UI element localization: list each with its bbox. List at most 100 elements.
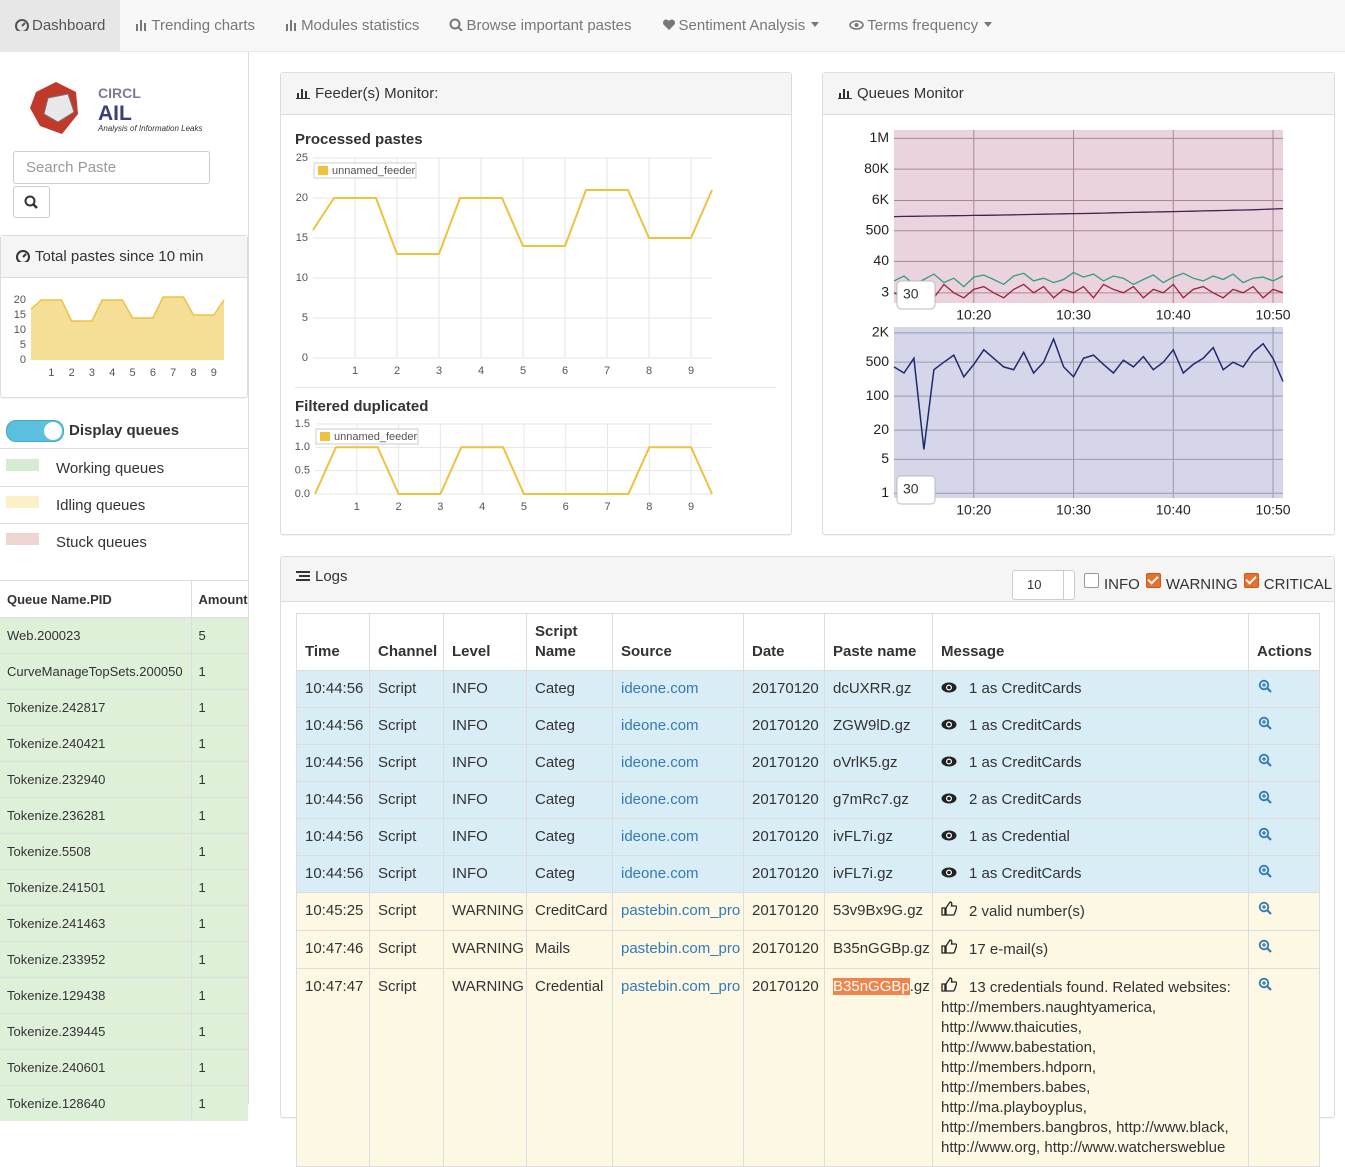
queue-cell: 1 [191,654,248,690]
queue-legend: Working queues Idling queues Stuck queue… [0,450,248,562]
log-row: 10:47:47ScriptWARNINGCredentialpastebin.… [297,969,1320,1167]
column-header: Channel [370,614,444,671]
search-input[interactable]: Search Paste [13,151,210,184]
source-link[interactable]: pastebin.com_pro [621,940,740,957]
panel-title: Queues Monitor [857,85,964,102]
checkbox[interactable] [1146,573,1161,588]
source-link[interactable]: ideone.com [621,717,699,734]
log-row: 10:44:56ScriptINFOCategideone.com2017012… [297,745,1320,782]
legend-row: Idling queues [0,487,248,524]
queue-cell: Tokenize.241463 [0,906,191,942]
source-link[interactable]: ideone.com [621,791,699,808]
log-cell: ideone.com [613,708,744,745]
action-button[interactable] [1257,977,1272,997]
source-link[interactable]: ideone.com [621,680,699,697]
action-button[interactable] [1257,679,1272,699]
log-cell: B35nGGBp.gz [825,969,933,1167]
action-button[interactable] [1257,716,1272,736]
log-cell: 10:44:56 [297,671,370,708]
source-link[interactable]: ideone.com [621,865,699,882]
log-cell [1249,671,1320,708]
log-cell: ivFL7i.gz [825,856,933,893]
eye-icon [941,793,957,804]
queue-cell: Tokenize.240601 [0,1050,191,1086]
log-cell: 1 as CreditCards [933,708,1249,745]
display-queues: Display queues [0,410,248,449]
log-cell: INFO [444,856,527,893]
icon [296,570,310,582]
nav-item[interactable]: Trending charts [120,0,270,51]
icon [135,18,148,31]
log-cell: pastebin.com_pro [613,969,744,1167]
queue-table: Queue Name.PIDAmountWeb.2000235CurveMana… [0,580,248,1121]
legend-label: Stuck queues [56,534,147,551]
toggle[interactable] [6,420,64,442]
action-button[interactable] [1257,790,1272,810]
log-cell: INFO [444,671,527,708]
logo-org: CIRCL [98,85,141,101]
log-cell [1249,782,1320,819]
table-header: Queue Name.PIDAmount [0,581,248,618]
log-cell: oVrlK5.gz [825,745,933,782]
log-cell: INFO [444,782,527,819]
log-cell: Mails [527,931,613,969]
filter-label: CRITICAL [1264,576,1332,593]
search-button[interactable] [13,186,50,218]
queue-cell: 1 [191,1050,248,1086]
source-link[interactable]: pastebin.com_pro [621,978,740,995]
paste-name: B35nGGBp [833,978,910,995]
log-cell: 10:44:56 [297,819,370,856]
queue-cell: 1 [191,906,248,942]
action-button[interactable] [1257,939,1272,959]
log-cell [1249,708,1320,745]
action-button[interactable] [1257,901,1272,921]
log-cell: 20170120 [744,856,825,893]
checkbox[interactable] [1084,573,1099,588]
nav-item[interactable]: Browse important pastes [434,0,646,51]
nav-item[interactable]: Dashboard [0,0,120,51]
checkbox[interactable] [1244,573,1259,588]
source-link[interactable]: pastebin.com_pro [621,902,740,919]
chart-title: Processed pastes [295,131,423,148]
queue-cell: Tokenize.128640 [0,1086,191,1122]
nav-item[interactable]: Sentiment Analysis [647,0,835,51]
log-cell: ideone.com [613,671,744,708]
message-icon [941,790,969,810]
log-cell: ideone.com [613,856,744,893]
action-button[interactable] [1257,753,1272,773]
message-icon [941,977,969,998]
action-button[interactable] [1257,827,1272,847]
icon [14,187,49,217]
log-row: 10:45:25ScriptWARNINGCreditCardpastebin.… [297,893,1320,931]
log-cell: Categ [527,745,613,782]
nav-label: Dashboard [32,17,105,34]
nav-item[interactable]: Terms frequency [834,0,1007,51]
zoom-icon [1258,753,1272,767]
log-cell: pastebin.com_pro [613,931,744,969]
legend-row: Working queues [0,450,248,487]
log-cell: ideone.com [613,819,744,856]
log-cell: 10:44:56 [297,708,370,745]
source-link[interactable]: ideone.com [621,754,699,771]
column-header: Amount [191,581,248,618]
log-cell: 53v9Bx9G.gz [825,893,933,931]
log-cell [1249,893,1320,931]
column-header: Script Name [527,614,613,671]
logs-panel: Logs 10 INFOWARNINGCRITICAL TimeChannelL… [280,556,1335,1118]
feeder-panel: Feeder(s) Monitor: Processed pastes Filt… [280,72,792,535]
table-header: TimeChannelLevelScript NameSourceDatePas… [297,614,1320,671]
message-text: 1 as CreditCards [969,754,1082,771]
message-text: 1 as CreditCards [969,680,1082,697]
log-cell: pastebin.com_pro [613,893,744,931]
zoom-icon [1258,977,1272,991]
page-size-select[interactable]: 10 [1012,570,1075,600]
filter-label: WARNING [1166,576,1238,593]
thumb-icon [941,939,957,954]
action-button[interactable] [1257,864,1272,884]
log-cell: WARNING [444,931,527,969]
legend-label: Idling queues [56,497,145,514]
message-icon [941,753,969,773]
log-cell: B35nGGBp.gz [825,931,933,969]
source-link[interactable]: ideone.com [621,828,699,845]
nav-item[interactable]: Modules statistics [270,0,434,51]
